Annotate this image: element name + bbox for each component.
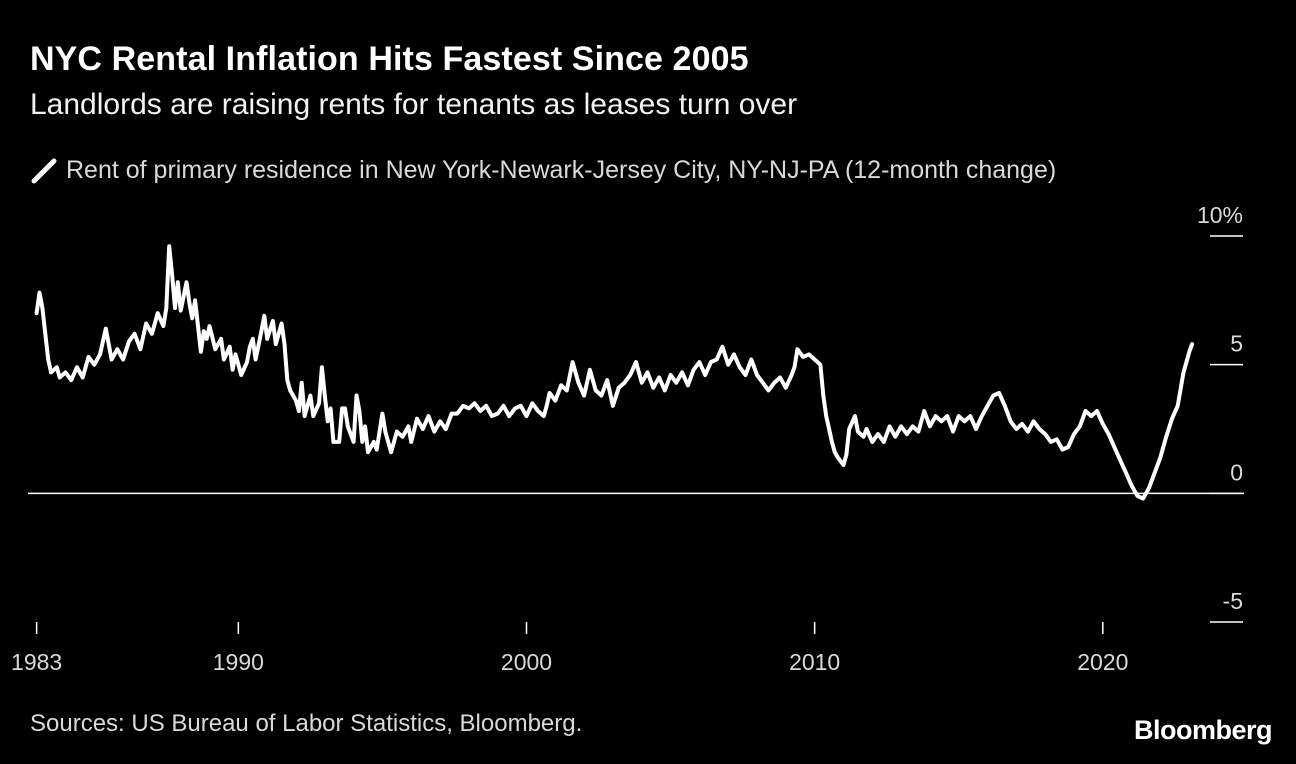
plot-area	[34, 244, 1195, 501]
chart-title: NYC Rental Inflation Hits Fastest Since …	[30, 40, 749, 78]
x-tick-label: 2010	[789, 649, 840, 675]
series-line	[34, 244, 1195, 501]
y-axis: 10% 5 0 -5	[28, 202, 1244, 623]
x-tick-label: 1990	[213, 649, 264, 675]
legend: Rent of primary residence in New York-Ne…	[30, 156, 1056, 185]
y-tick-label: 5	[1230, 331, 1243, 357]
legend-label: Rent of primary residence in New York-Ne…	[66, 156, 1057, 184]
x-axis: 1983 1990 2000 2010 2020	[11, 622, 1128, 675]
y-tick-label: 0	[1230, 459, 1243, 485]
chart-subtitle: Landlords are raising rents for tenants …	[30, 88, 798, 121]
x-tick-label: 2020	[1077, 649, 1128, 675]
source-note: Sources: US Bureau of Labor Statistics, …	[30, 710, 583, 737]
x-tick-label: 1983	[11, 649, 62, 675]
legend-line-icon	[31, 158, 57, 183]
y-tick-label: 10%	[1197, 202, 1243, 228]
bloomberg-logo: Bloomberg	[1133, 715, 1273, 745]
x-tick-label: 2000	[501, 649, 552, 675]
y-tick-label: -5	[1223, 588, 1243, 614]
